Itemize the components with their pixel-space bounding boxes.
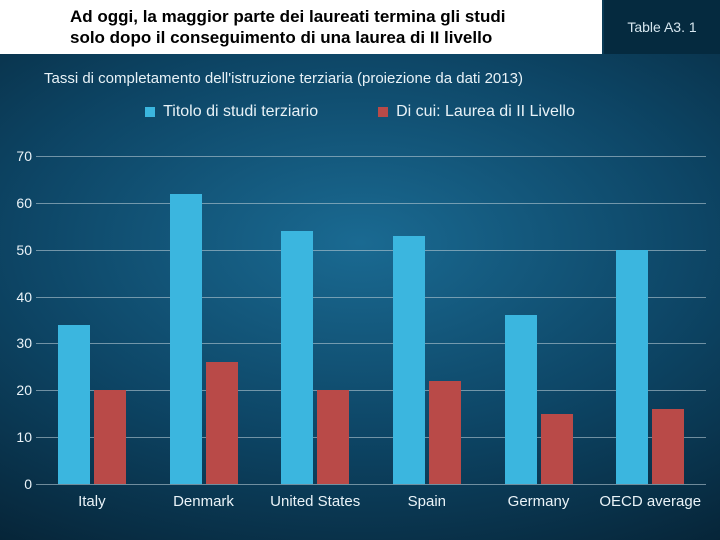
legend-swatch-1: [145, 107, 155, 117]
slide-header: Ad oggi, la maggior parte dei laureati t…: [0, 0, 720, 54]
y-tick-label: 30: [8, 335, 32, 351]
bar: [541, 414, 573, 484]
bar-group: [36, 156, 148, 484]
bar: [94, 390, 126, 484]
x-tick-label: Germany: [483, 488, 595, 528]
bar-groups: [36, 156, 706, 484]
x-tick-label: OECD average: [594, 488, 706, 528]
legend-swatch-2: [378, 107, 388, 117]
bar: [652, 409, 684, 484]
legend-label-2: Di cui: Laurea di II Livello: [396, 103, 575, 121]
y-tick-label: 20: [8, 382, 32, 398]
table-ref-badge: Table A3. 1: [602, 0, 720, 54]
gridline: [36, 484, 706, 485]
bar-group: [259, 156, 371, 484]
x-tick-label: Denmark: [148, 488, 260, 528]
title-bar: Ad oggi, la maggior parte dei laureati t…: [0, 0, 602, 54]
legend-label-1: Titolo di studi terziario: [163, 103, 318, 121]
x-tick-label: Italy: [36, 488, 148, 528]
title-line-2: solo dopo il conseguimento di una laurea…: [70, 27, 588, 48]
bar: [206, 362, 238, 484]
legend-item-2: Di cui: Laurea di II Livello: [378, 103, 575, 121]
bar: [170, 194, 202, 485]
x-tick-label: United States: [259, 488, 371, 528]
title-line-1: Ad oggi, la maggior parte dei laureati t…: [70, 6, 588, 27]
chart-legend: Titolo di studi terziario Di cui: Laurea…: [0, 97, 720, 127]
chart: 010203040506070 ItalyDenmarkUnited State…: [6, 156, 714, 528]
x-tick-label: Spain: [371, 488, 483, 528]
bar-group: [594, 156, 706, 484]
y-tick-label: 10: [8, 429, 32, 445]
y-tick-label: 40: [8, 289, 32, 305]
y-tick-label: 0: [8, 476, 32, 492]
bar: [58, 325, 90, 484]
bar: [393, 236, 425, 484]
subtitle: Tassi di completamento dell'istruzione t…: [0, 54, 720, 97]
bar: [505, 315, 537, 484]
bar: [281, 231, 313, 484]
bar: [429, 381, 461, 484]
bar-group: [371, 156, 483, 484]
bar-group: [148, 156, 260, 484]
legend-item-1: Titolo di studi terziario: [145, 103, 318, 121]
y-tick-label: 50: [8, 242, 32, 258]
x-axis-labels: ItalyDenmarkUnited StatesSpainGermanyOEC…: [36, 488, 706, 528]
plot-area: 010203040506070: [36, 156, 706, 484]
bar: [616, 250, 648, 484]
bar-group: [483, 156, 595, 484]
bar: [317, 390, 349, 484]
y-tick-label: 70: [8, 148, 32, 164]
y-tick-label: 60: [8, 195, 32, 211]
